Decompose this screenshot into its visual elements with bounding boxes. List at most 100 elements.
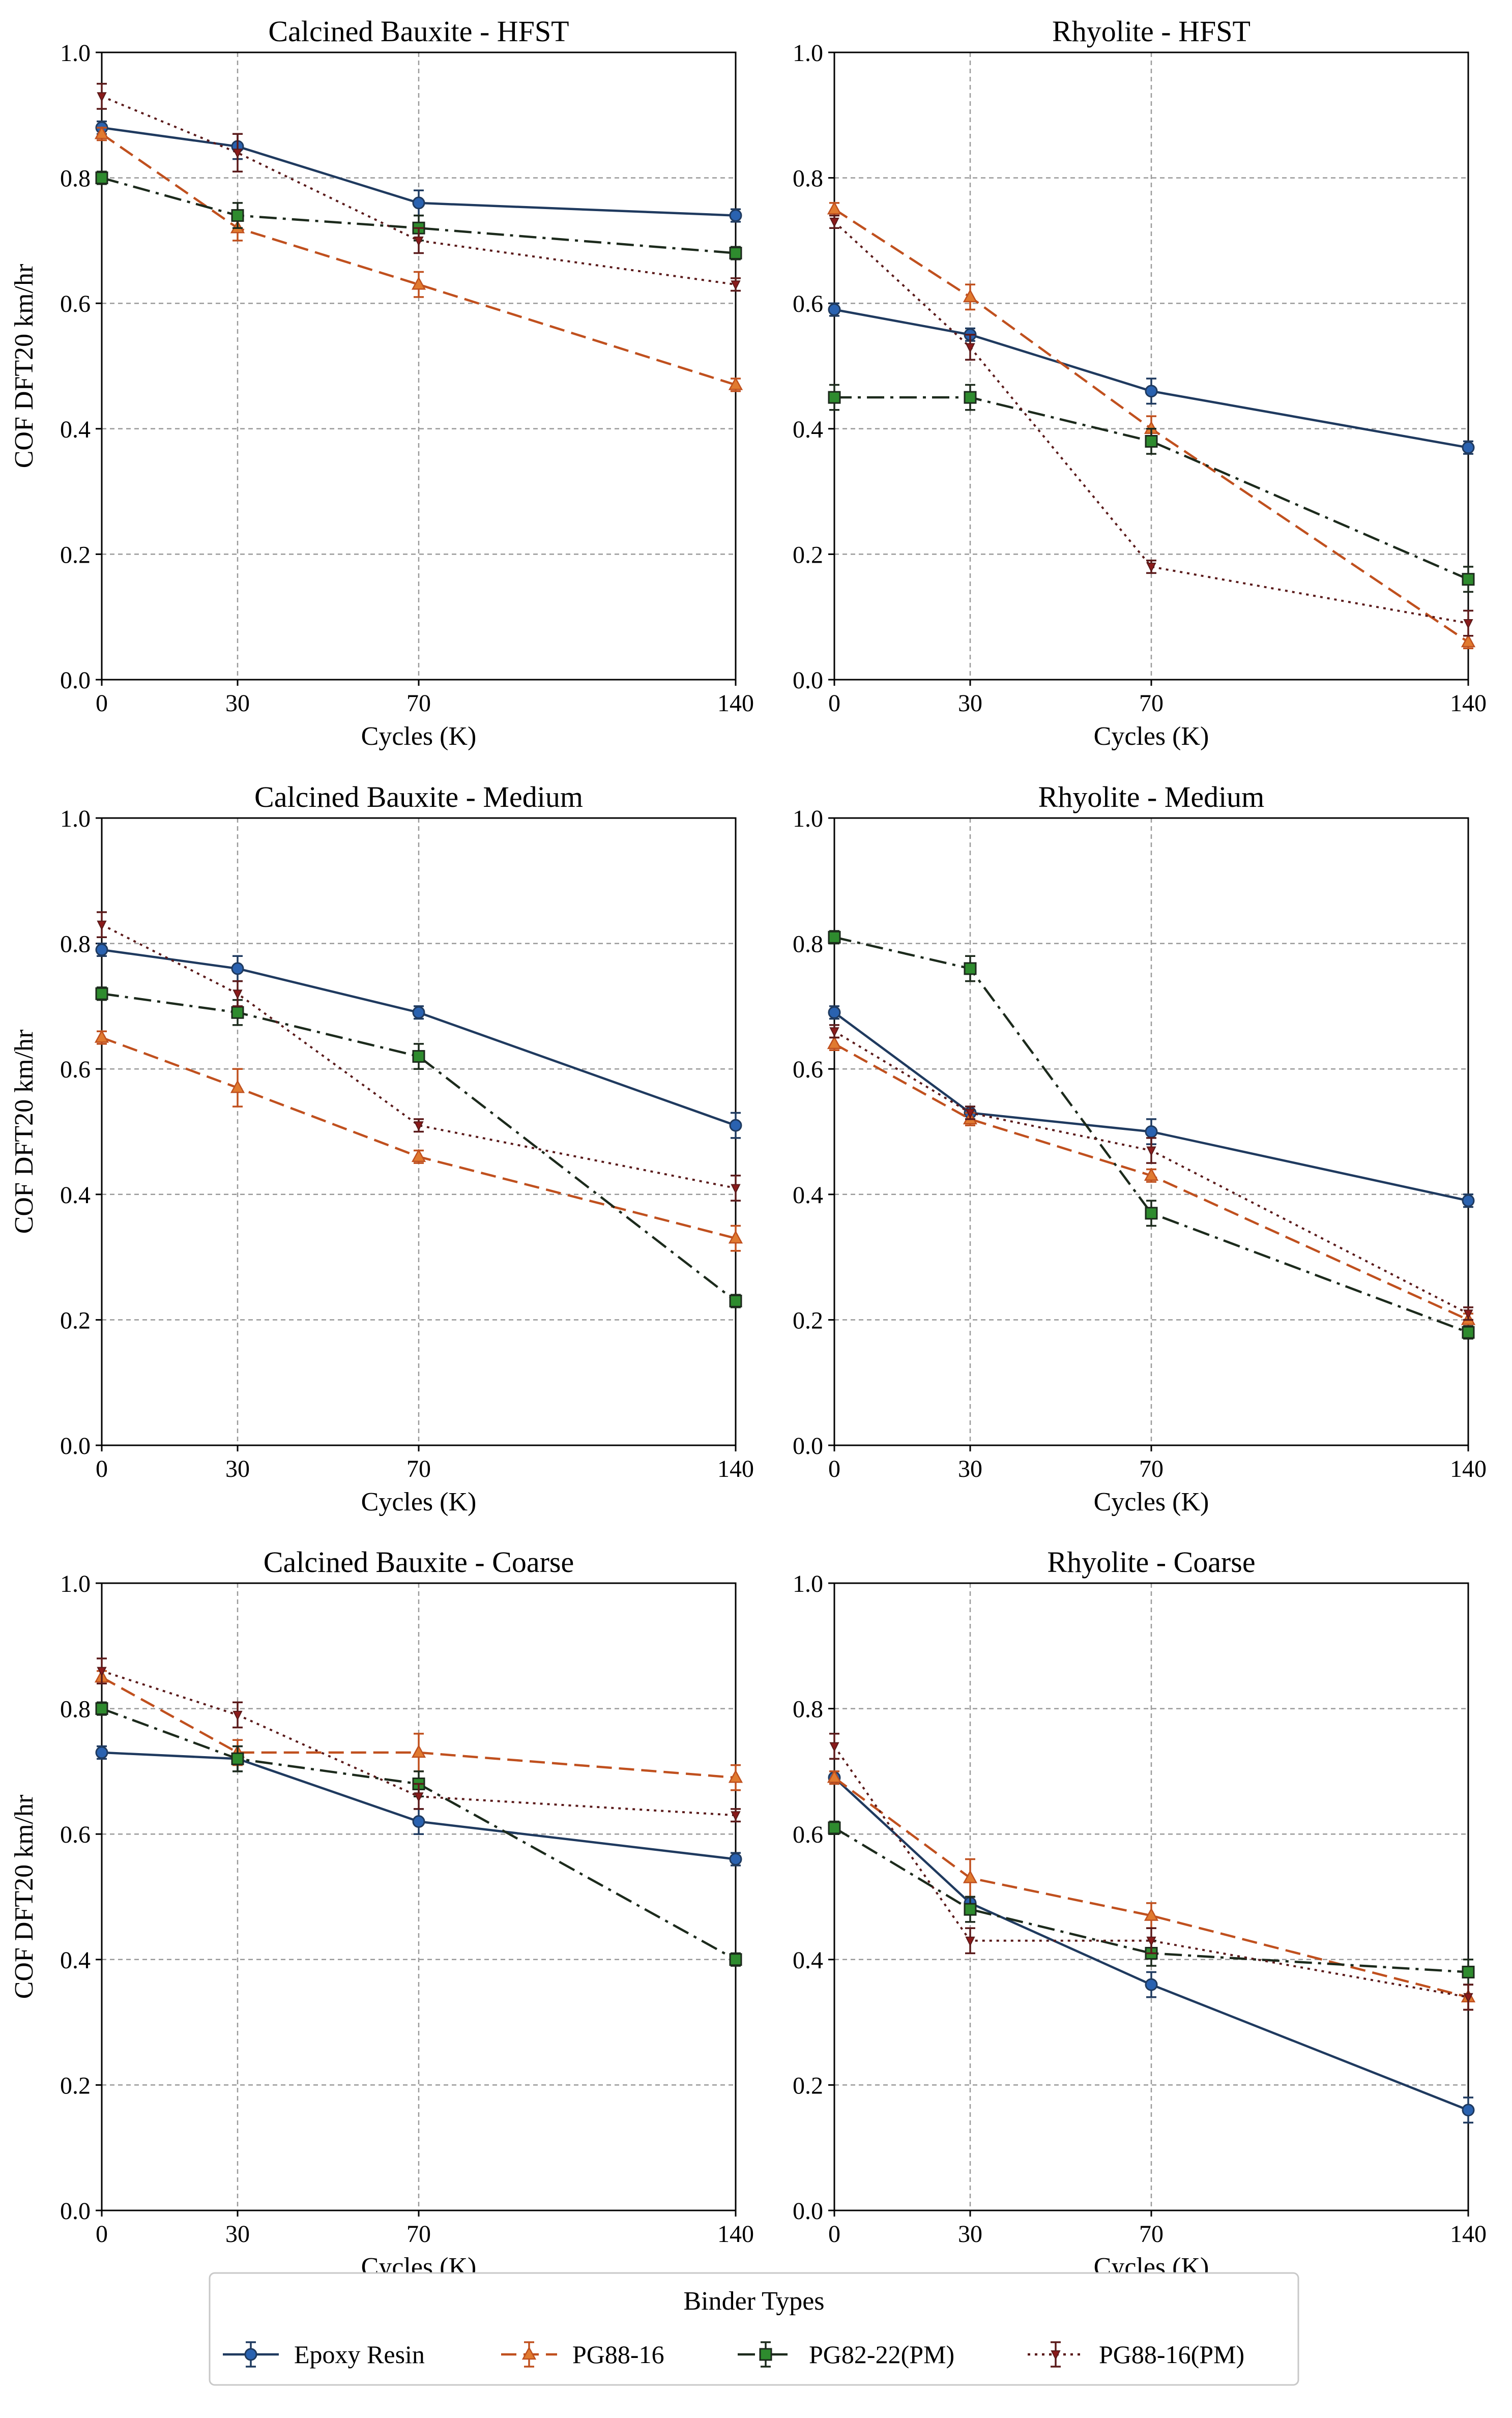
panel-2: Rhyolite - HFST 0.0 0.2 0.4 0.6 0.8 1.0 0 30 70 14… (793, 15, 1487, 751)
series-pg88-16-pm- (97, 82, 741, 292)
data-point (829, 217, 839, 228)
data-point (828, 303, 841, 316)
data-point (729, 1853, 742, 1866)
series-pg88-16-pm- (829, 1024, 1473, 1321)
x-tick-label: 70 (1139, 1455, 1164, 1482)
y-tick-label: 0.2 (60, 541, 91, 568)
data-point (412, 1006, 425, 1019)
x-axis-label: Cycles (K) (361, 722, 477, 751)
x-tick-label: 0 (96, 1455, 108, 1482)
legend-title: Binder Types (683, 2287, 824, 2316)
data-point (963, 289, 978, 303)
data-point (827, 1036, 842, 1050)
y-tick-label: 0.4 (60, 1947, 91, 1974)
y-tick-label: 0.6 (60, 290, 91, 317)
data-point (828, 1006, 841, 1019)
data-point (731, 1184, 741, 1194)
y-tick-label: 0.4 (793, 1182, 823, 1209)
legend-label: PG88-16 (572, 2340, 664, 2369)
x-tick-label: 0 (828, 2221, 840, 2248)
panel-title: Rhyolite - HFST (1052, 15, 1251, 48)
series-line (101, 1036, 736, 1240)
data-point (232, 989, 243, 1000)
data-point (828, 391, 841, 404)
series-pg88-16-pm- (97, 911, 741, 1202)
x-tick-label: 0 (828, 1455, 840, 1482)
data-point (97, 92, 107, 102)
series-line (834, 936, 1469, 1334)
y-tick-label: 0.8 (60, 931, 91, 958)
data-point (728, 1769, 743, 1783)
data-point (414, 1792, 424, 1802)
series-line (833, 1745, 1469, 1998)
series-pg82-22-pm- (828, 384, 1475, 593)
x-tick-label: 140 (1450, 1455, 1487, 1482)
legend-label: Epoxy Resin (294, 2340, 425, 2369)
panel-title: Rhyolite - Coarse (1047, 1546, 1255, 1579)
data-point (1462, 441, 1475, 454)
data-point (1462, 1326, 1475, 1339)
series-pg88-16 (94, 1029, 743, 1252)
data-point (828, 1821, 841, 1834)
x-tick-label: 70 (406, 690, 431, 717)
series-line (101, 1676, 736, 1779)
data-point (95, 1702, 108, 1715)
x-tick-label: 0 (828, 690, 840, 717)
data-point (829, 1027, 839, 1037)
data-point (1144, 1168, 1159, 1181)
data-point (412, 1815, 425, 1828)
y-tick-label: 0.0 (60, 1433, 91, 1460)
x-axis-label: Cycles (K) (1094, 1488, 1209, 1517)
panel-4: Rhyolite - Medium 0.0 0.2 0.4 0.6 0.8 1.0 0 30 70… (793, 780, 1487, 1517)
y-tick-label: 0.6 (793, 290, 823, 317)
legend-item: PG88-16 (501, 2340, 664, 2369)
legend: Binder Types Epoxy Resin PG88-16 PG82-22(PM… (209, 2272, 1299, 2386)
y-tick-label: 1.0 (793, 40, 823, 67)
data-point (827, 201, 842, 215)
data-point (964, 391, 977, 404)
y-tick-label: 0.0 (60, 667, 91, 694)
data-point (729, 247, 742, 260)
x-tick-label: 30 (958, 1455, 982, 1482)
y-tick-label: 0.4 (793, 416, 823, 443)
x-tick-label: 70 (1139, 2221, 1164, 2248)
data-point (1462, 1194, 1475, 1207)
y-tick-label: 0.2 (793, 541, 823, 568)
y-axis-label: COF DFT20 km/hr (10, 1795, 39, 1999)
data-point (414, 236, 424, 247)
data-point (731, 1811, 741, 1821)
y-tick-label: 0.4 (60, 1182, 91, 1209)
panel-1: Calcined Bauxite - HFST 0.0 0.2 0.4 0.6 0.8 1.… (10, 15, 754, 751)
y-tick-label: 1.0 (60, 805, 91, 832)
x-axis-label: Cycles (K) (1094, 722, 1209, 751)
data-point (829, 1742, 839, 1752)
legend-label: PG88-16(PM) (1099, 2340, 1244, 2369)
data-point (95, 943, 108, 956)
panel-title: Calcined Bauxite - HFST (268, 15, 569, 48)
data-point (1463, 619, 1473, 629)
data-point (1144, 1907, 1159, 1921)
legend-item: Epoxy Resin (223, 2340, 425, 2369)
panel-6: Rhyolite - Coarse 0.0 0.2 0.4 0.6 0.8 1.0 0 30 70… (793, 1546, 1487, 2282)
series-pg88-16-pm- (829, 214, 1473, 637)
data-point (231, 1006, 244, 1019)
data-point (1146, 1146, 1156, 1156)
y-tick-label: 0.6 (793, 1821, 823, 1848)
series-epoxy-resin (95, 942, 742, 1139)
series-line (101, 1751, 736, 1860)
y-tick-label: 0.2 (793, 1307, 823, 1334)
series-line (101, 133, 736, 386)
data-point (97, 920, 107, 930)
x-tick-label: 30 (225, 690, 250, 717)
legend-marker (1051, 2350, 1061, 2361)
data-point (1463, 1309, 1473, 1320)
y-tick-label: 0.2 (60, 1307, 91, 1334)
y-tick-label: 0.0 (793, 667, 823, 694)
data-point (411, 1744, 426, 1758)
y-tick-label: 0.8 (793, 165, 823, 192)
x-tick-label: 70 (406, 2221, 431, 2248)
data-point (94, 1029, 109, 1043)
legend-marker (759, 2348, 772, 2361)
data-point (828, 930, 841, 944)
series-line (101, 923, 736, 1189)
